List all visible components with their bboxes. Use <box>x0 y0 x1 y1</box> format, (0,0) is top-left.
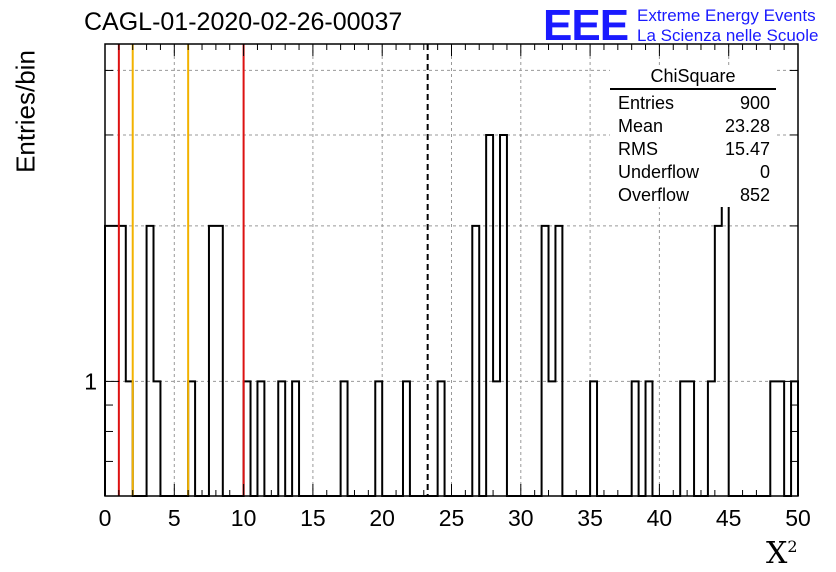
stats-label: Underflow <box>618 162 700 182</box>
stats-row: Underflow 0 <box>610 161 776 184</box>
histogram-bin <box>632 381 639 496</box>
histogram-bin <box>244 381 251 496</box>
histogram-bin <box>278 381 285 496</box>
histogram-bin <box>112 226 119 496</box>
histogram-bin <box>438 381 445 496</box>
histogram-bin <box>188 381 195 496</box>
histogram-bin <box>216 226 223 496</box>
histogram-bin <box>770 381 777 496</box>
histogram-bin <box>341 381 348 496</box>
logo-letters: EEE <box>543 1 629 50</box>
histogram-bin <box>687 381 694 496</box>
histogram-bin <box>105 226 112 496</box>
histogram-bin <box>292 381 299 496</box>
y-tick-label: 1 <box>84 368 97 394</box>
stats-value: 900 <box>739 93 770 113</box>
histogram-bin <box>715 226 722 496</box>
x-tick-label: 5 <box>168 505 181 531</box>
histogram-bin <box>549 381 556 496</box>
stats-box: ChiSquare Entries 900 Mean 23.28 RMS 15.47 … <box>610 66 776 207</box>
x-tick-label: 0 <box>99 505 112 531</box>
histogram-bin <box>403 381 410 496</box>
histogram-bin <box>209 226 216 496</box>
histogram-bin <box>119 226 126 496</box>
x-tick-label: 15 <box>300 505 326 531</box>
stats-row: Mean 23.28 <box>610 115 776 138</box>
histogram-bin <box>791 381 798 496</box>
x-axis-label: X2 <box>766 536 798 571</box>
stats-row: RMS 15.47 <box>610 138 776 161</box>
histogram-bin <box>472 226 479 496</box>
stats-label: Mean <box>618 116 664 136</box>
histogram-bin <box>680 381 687 496</box>
chart-title: CAGL-01-2020-02-26-00037 <box>84 8 403 36</box>
stats-label: Entries <box>618 93 675 113</box>
histogram-bin <box>486 135 493 496</box>
x-axis-label-superscript: 2 <box>787 537 798 556</box>
histogram-bin <box>590 381 597 496</box>
histogram-bin <box>777 381 784 496</box>
stats-row: Entries 900 <box>610 92 776 115</box>
logo-line-1: Extreme Energy Events <box>637 6 816 25</box>
stats-row: Overflow 852 <box>610 184 776 207</box>
x-axis-label-text: X <box>766 536 788 571</box>
x-tick-label: 35 <box>577 505 603 531</box>
stats-label: RMS <box>618 139 658 159</box>
histogram-bin <box>493 381 500 496</box>
histogram-bin <box>500 135 507 496</box>
x-tick-label: 20 <box>369 505 395 531</box>
stats-value: 852 <box>739 185 770 205</box>
histogram-bin <box>708 381 715 496</box>
stats-value: 0 <box>759 162 770 182</box>
histogram-bin <box>154 381 161 496</box>
histogram-bin <box>646 381 653 496</box>
x-tick-label: 30 <box>508 505 534 531</box>
histogram-bin <box>375 381 382 496</box>
x-tick-label: 40 <box>647 505 673 531</box>
x-tick-label: 10 <box>231 505 257 531</box>
histogram-bin <box>147 226 154 496</box>
histogram-bin <box>542 226 549 496</box>
histogram-bin <box>126 381 133 496</box>
stats-label: Overflow <box>618 185 690 205</box>
x-tick-label: 25 <box>439 505 465 531</box>
stats-value: 23.28 <box>724 116 770 136</box>
histogram-bin <box>257 381 264 496</box>
stats-value: 15.47 <box>724 139 770 159</box>
stats-box-title: ChiSquare <box>610 66 776 90</box>
x-tick-label: 45 <box>716 505 742 531</box>
logo-line-2: La Scienza nelle Scuole <box>637 26 819 45</box>
histogram-bin <box>555 226 562 496</box>
x-tick-label: 50 <box>785 505 811 531</box>
